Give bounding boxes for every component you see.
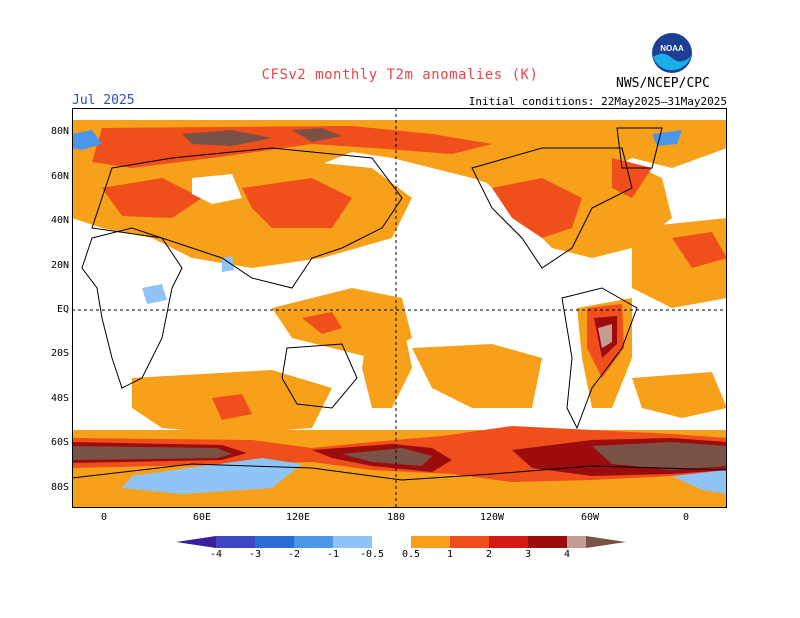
cbar-minus3-minus2: [255, 536, 294, 548]
atlantic-warm: [632, 218, 727, 308]
lat-label-40n: 40N: [50, 215, 69, 226]
cbar-05-1: [411, 536, 450, 548]
cbar-1-2: [450, 536, 489, 548]
lon-label-120e: 120E: [285, 512, 311, 523]
africa-cold-a: [222, 256, 234, 272]
forecast-month: Jul 2025: [72, 93, 135, 108]
cbar-label-4: 4: [563, 549, 571, 560]
southern-ocean-gt-5-c: [592, 442, 727, 470]
south-atlantic-warm: [632, 372, 727, 418]
eurasia-warm-1-2: [102, 178, 202, 218]
antarctica-outline: [72, 463, 727, 481]
cbar-label-minus2: -2: [287, 549, 301, 560]
cbar-gt-5: [586, 536, 626, 548]
lon-label-0-east: 0: [682, 512, 690, 523]
cbar-3-4: [528, 536, 567, 548]
south-america-outline: [561, 287, 638, 430]
arctic-gt-5-b: [292, 128, 342, 142]
south-indian-warm-1-2: [212, 394, 252, 420]
lat-label-80s: 80S: [50, 482, 69, 493]
south-pacific-warm: [412, 344, 542, 408]
south-america-warm-4-5: [598, 324, 612, 348]
lat-label-eq: EQ: [56, 304, 69, 315]
arctic-cold-b: [652, 130, 682, 146]
maritime-warm-1-2: [302, 312, 342, 334]
antarctic-cold-patch-b: [672, 470, 727, 494]
lon-label-60e: 60E: [192, 512, 212, 523]
cbar-lt-minus4: [176, 536, 216, 548]
greenland-outline: [616, 127, 663, 169]
cbar-label-3: 3: [524, 549, 532, 560]
australia-outline: [281, 343, 358, 409]
cbar-minus1-minus05: [333, 536, 372, 548]
anomaly-map: [72, 108, 727, 508]
southern-ocean-gt-5-a: [72, 446, 232, 460]
lon-label-120w: 120W: [479, 512, 505, 523]
pacific-warm-tongue: [362, 308, 412, 408]
cbar-minus4-minus3: [216, 536, 255, 548]
north-america-warm-1-2: [492, 178, 582, 238]
noaa-logo-text: NOAA: [660, 44, 684, 53]
map-title: CFSv2 monthly T2m anomalies (K): [261, 67, 539, 83]
central-asia-no-anomaly: [192, 174, 242, 204]
cbar-2-3: [489, 536, 528, 548]
atlantic-warm-1-2: [672, 232, 727, 268]
lon-label-60w: 60W: [580, 512, 600, 523]
lat-label-60s: 60S: [50, 437, 69, 448]
colorbar: [176, 536, 626, 548]
lat-label-60n: 60N: [50, 171, 69, 182]
lon-label-0: 0: [100, 512, 108, 523]
cbar-label-minus05: -0.5: [359, 549, 385, 560]
lat-label-20s: 20S: [50, 348, 69, 359]
cbar-label-minus3: -3: [248, 549, 262, 560]
lon-label-180: 180: [386, 512, 406, 523]
cbar-label-2: 2: [485, 549, 493, 560]
initial-conditions: Initial conditions: 22May2025–31May2025: [468, 95, 727, 108]
north-america-outline: [471, 147, 633, 269]
africa-cold-b: [142, 284, 167, 304]
cbar-label-minus4: -4: [209, 549, 223, 560]
arctic-cold-a: [72, 130, 102, 150]
cbar-4-5: [567, 536, 586, 548]
cbar-minus2-minus1: [294, 536, 333, 548]
eurasia-outline: [91, 147, 403, 289]
agency-label: NWS/NCEP/CPC: [616, 76, 710, 91]
cbar-neutral: [372, 536, 411, 548]
noaa-logo: NOAA: [651, 32, 693, 74]
lat-label-80n: 80N: [50, 126, 69, 137]
southern-ocean-gt-5-b: [342, 448, 432, 466]
asia-warm-1-2: [242, 178, 352, 228]
lat-label-40s: 40S: [50, 393, 69, 404]
cbar-label-05: 0.5: [401, 549, 421, 560]
coastlines: [72, 127, 727, 481]
cbar-label-minus1: -1: [326, 549, 340, 560]
arctic-gt-5-a: [182, 130, 272, 146]
cbar-label-1: 1: [446, 549, 454, 560]
antarctic-cold-patch: [122, 458, 302, 494]
lat-label-20n: 20N: [50, 260, 69, 271]
